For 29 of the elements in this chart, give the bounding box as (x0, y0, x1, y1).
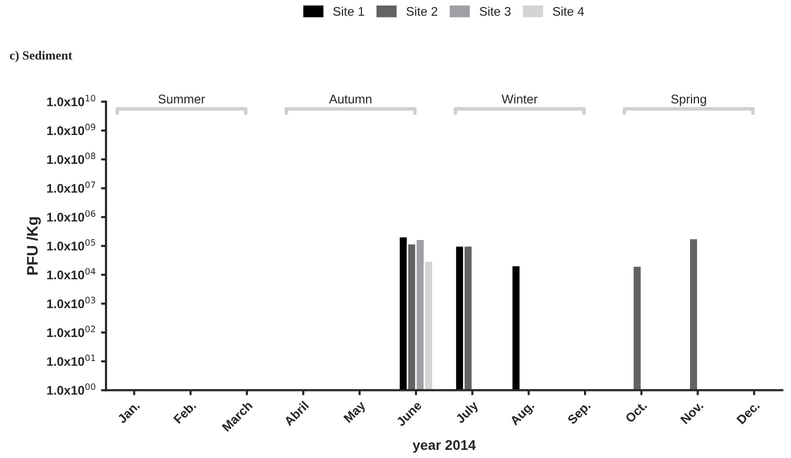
x-axis-title: year 2014 (412, 440, 476, 453)
y-tick-label: 1.0x10$^{10}$ (47, 94, 96, 106)
annotation: Summer (158, 94, 205, 104)
annotation: Spring (671, 94, 706, 106)
legend-label: Site 1 (333, 6, 364, 16)
y-tick-label: 1.0x10$^{03}$ (47, 296, 96, 308)
y-tick-label: 1.0x10$^{04}$ (47, 268, 96, 280)
y-tick-label: 1.0x10$^{00}$ (47, 383, 96, 395)
x-tick-label: Nov. (680, 400, 704, 424)
x-tick-label: Jan. (116, 400, 140, 424)
y-tick-label: 1.0x10$^{08}$ (47, 152, 96, 164)
x-tick-label: Oct. (624, 400, 648, 424)
legend-label: Site 3 (480, 6, 511, 16)
y-axis-title: PFU /Kg (26, 217, 41, 275)
annotation: Autumn (329, 94, 372, 104)
y-tick-label: 1.0x10$^{06}$ (47, 210, 96, 222)
chart-title: c) Sediment (10, 50, 72, 62)
y-tick-label: 1.0x10$^{01}$ (47, 354, 96, 366)
x-tick-label: Sep. (566, 400, 593, 427)
legend-label: Site 2 (406, 6, 438, 16)
x-tick-label: July (454, 400, 481, 426)
annotation: Winter (502, 94, 538, 104)
y-tick-label: 1.0x10$^{05}$ (47, 239, 96, 251)
x-tick-label: Dec. (736, 400, 760, 425)
y-tick-label: 1.0x10$^{09}$ (47, 124, 96, 136)
y-tick-label: 1.0x10$^{07}$ (47, 181, 96, 193)
legend-label: Site 4 (552, 6, 584, 16)
y-tick-label: 1.0x10$^{02}$ (47, 326, 96, 338)
x-tick-label: Feb. (172, 400, 196, 424)
